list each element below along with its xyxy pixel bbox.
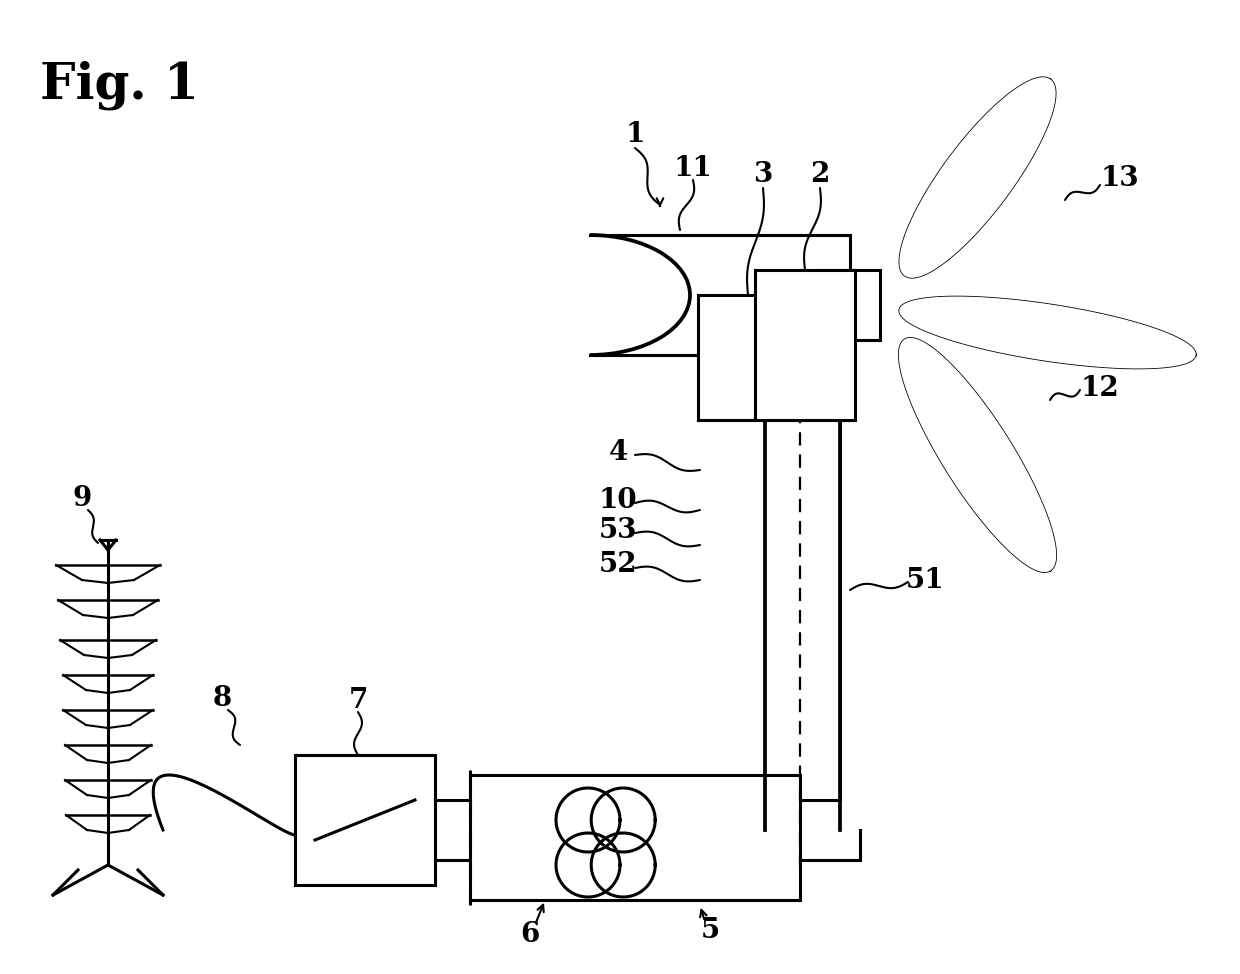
Bar	[698, 295, 760, 420]
Bar	[815, 270, 880, 340]
Text: 4: 4	[609, 438, 627, 466]
Text: 12: 12	[1080, 374, 1120, 401]
Text: 11: 11	[673, 155, 712, 181]
Bar	[470, 775, 800, 900]
Text: Fig. 1: Fig. 1	[40, 60, 198, 109]
Text: 8: 8	[212, 685, 232, 711]
Text: 1: 1	[625, 122, 645, 148]
Text: 10: 10	[599, 486, 637, 513]
Polygon shape	[899, 339, 1055, 572]
Text: 3: 3	[754, 162, 773, 189]
Text: 52: 52	[599, 551, 637, 579]
Text: 6: 6	[521, 921, 539, 949]
Text: 51: 51	[905, 567, 945, 593]
Polygon shape	[900, 78, 1055, 277]
Text: 53: 53	[599, 516, 637, 543]
Text: 2: 2	[810, 162, 830, 189]
Bar	[755, 270, 856, 420]
Text: 9: 9	[72, 484, 92, 511]
Polygon shape	[900, 297, 1195, 368]
Text: 5: 5	[701, 917, 719, 944]
Bar	[295, 755, 435, 885]
Text: 13: 13	[1101, 165, 1140, 192]
Text: 7: 7	[348, 687, 368, 714]
